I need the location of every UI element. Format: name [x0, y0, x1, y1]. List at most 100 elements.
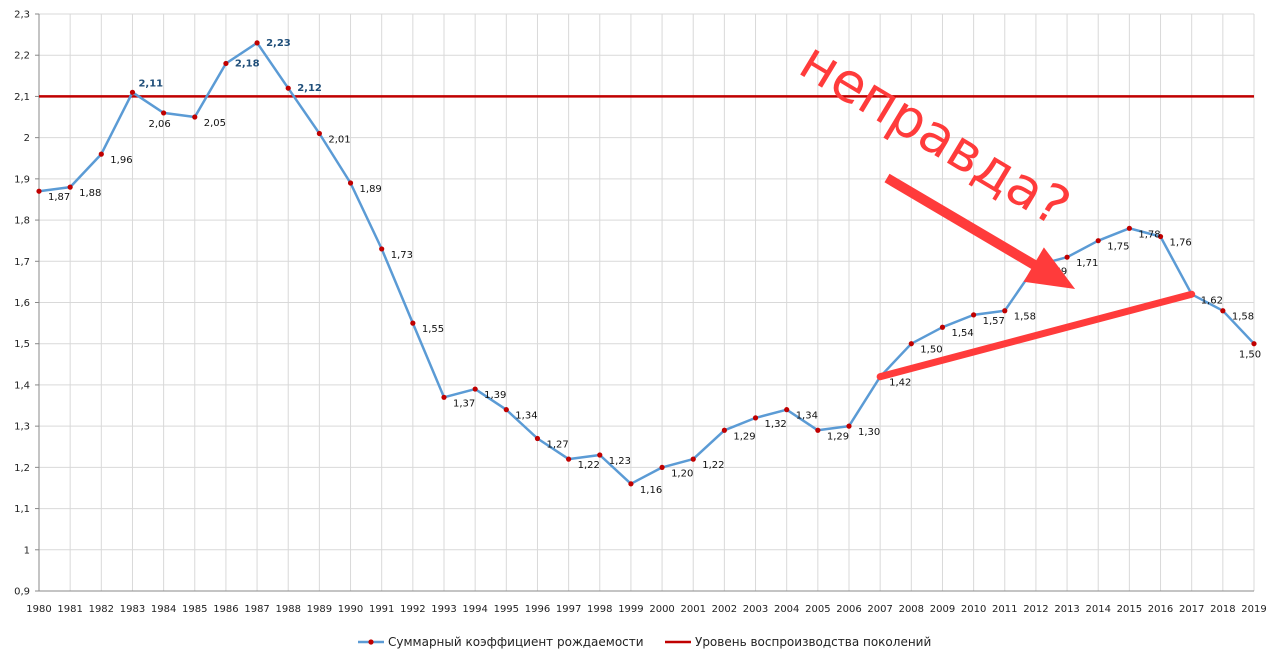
- y-axis-ticks: 0,9 1 1,1 1,2 1,3 1,4 1,5 1,6 1,7 1,8 1,9 2 2,1 2,2 2,…: [14, 10, 39, 598]
- x-tick-label: 2016: [1148, 604, 1173, 615]
- x-tick-label: 2001: [681, 604, 706, 615]
- data-label: 2,12: [297, 83, 322, 94]
- x-tick-label: 1994: [462, 604, 487, 615]
- y-tick-label: 1,8: [14, 216, 30, 227]
- x-tick-label: 1982: [89, 604, 114, 615]
- y-tick-label: 0,9: [14, 587, 30, 598]
- x-tick-label: 1993: [431, 604, 456, 615]
- data-label: 1,71: [1076, 258, 1098, 269]
- data-point: [1220, 308, 1226, 314]
- data-label: 1,89: [360, 184, 382, 195]
- data-point: [534, 435, 541, 442]
- data-label: 2,23: [266, 38, 291, 49]
- data-point: [815, 427, 821, 433]
- data-label: 2,18: [235, 58, 260, 69]
- data-point: [410, 320, 416, 326]
- legend-marker-fertility: [368, 639, 374, 645]
- data-point: [846, 423, 852, 429]
- data-point: [752, 415, 759, 421]
- data-label: 1,34: [796, 411, 818, 422]
- data-label: 1,78: [1138, 229, 1160, 240]
- data-label: 1,32: [765, 419, 787, 430]
- x-tick-label: 1981: [57, 604, 82, 615]
- x-tick-label: 1998: [587, 604, 612, 615]
- y-tick-label: 2,1: [14, 92, 30, 103]
- x-tick-label: 1986: [213, 604, 238, 615]
- x-tick-label: 1985: [182, 604, 207, 615]
- data-point: [971, 312, 977, 318]
- data-label: 1,50: [920, 345, 942, 356]
- x-tick-label: 2011: [992, 604, 1017, 615]
- trend-line: [876, 290, 1196, 381]
- x-tick-label: 2012: [1023, 604, 1048, 615]
- data-label: 1,22: [578, 460, 600, 471]
- x-tick-label: 2018: [1210, 604, 1235, 615]
- data-label: 2,05: [204, 118, 226, 129]
- x-tick-label: 1996: [525, 604, 550, 615]
- x-tick-label: 2010: [961, 604, 986, 615]
- x-tick-label: 2003: [743, 604, 768, 615]
- data-label: 1,76: [1170, 238, 1192, 249]
- data-point: [316, 130, 322, 137]
- data-label: 1,23: [609, 456, 631, 467]
- x-tick-label: 2015: [1117, 604, 1142, 615]
- x-tick-label: 2006: [836, 604, 861, 615]
- data-point: [441, 394, 447, 400]
- x-tick-label: 1991: [369, 604, 394, 615]
- y-tick-label: 1,1: [14, 504, 30, 515]
- y-tick-label: 2,2: [14, 51, 30, 62]
- data-label: 1,96: [110, 155, 132, 166]
- data-point: [1002, 308, 1008, 314]
- data-label: 1,55: [422, 324, 444, 335]
- data-point: [285, 85, 291, 91]
- data-label: 1,20: [671, 468, 693, 479]
- data-labels: 1,87 1,88 1,96 2,11 2,06 2,05 2,18 2,23 2,12 2,01…: [48, 38, 1261, 496]
- x-tick-label: 2019: [1241, 604, 1266, 615]
- data-label: 1,34: [515, 411, 537, 422]
- data-point: [659, 464, 665, 470]
- x-tick-label: 2014: [1086, 604, 1111, 615]
- x-axis-ticks: 1980 1981 1982 1983 1984 1985 1986 1987 1988 1989…: [26, 604, 1266, 615]
- data-point: [939, 324, 946, 330]
- y-tick-label: 1,7: [14, 257, 30, 268]
- data-point: [566, 456, 572, 462]
- data-point: [628, 481, 634, 487]
- data-label: 1,42: [889, 378, 911, 389]
- data-point: [1157, 233, 1164, 240]
- x-tick-label: 2007: [867, 604, 892, 615]
- data-label: 1,27: [546, 440, 568, 451]
- y-tick-label: 1,9: [14, 174, 30, 185]
- fertility-line: [38, 41, 1255, 486]
- data-label: 1,58: [1014, 312, 1036, 323]
- y-tick-label: 1,2: [14, 463, 30, 474]
- x-tick-label: 1995: [494, 604, 519, 615]
- data-label: 1,39: [484, 390, 506, 401]
- data-point: [36, 188, 42, 194]
- data-label: 1,22: [702, 460, 724, 471]
- chart-grid: [38, 13, 1255, 592]
- data-label: 1,16: [640, 485, 662, 496]
- x-tick-label: 2000: [649, 604, 674, 615]
- data-label: 2,11: [138, 78, 163, 89]
- data-label: 1,62: [1201, 295, 1223, 306]
- x-tick-label: 1990: [338, 604, 363, 615]
- y-tick-label: 1,4: [14, 380, 30, 391]
- x-tick-label: 2017: [1179, 604, 1204, 615]
- data-point: [784, 407, 790, 413]
- y-tick-label: 1: [24, 545, 30, 556]
- data-point: [721, 427, 727, 433]
- data-point: [908, 341, 914, 347]
- y-tick-label: 2: [24, 133, 30, 144]
- data-label: 1,57: [983, 316, 1005, 327]
- data-label: 1,88: [79, 188, 101, 199]
- data-point: [129, 89, 136, 95]
- y-tick-label: 1,5: [14, 339, 30, 350]
- x-tick-label: 2013: [1054, 604, 1079, 615]
- legend-label-replacement: Уровень воспроизводства поколений: [695, 635, 931, 649]
- data-label: 1,29: [827, 431, 849, 442]
- x-tick-label: 2008: [899, 604, 924, 615]
- data-label: 1,75: [1107, 242, 1129, 253]
- x-tick-label: 1988: [276, 604, 301, 615]
- fertility-series: [36, 40, 1257, 487]
- chart-legend: Суммарный коэффициент рождаемости Уровень…: [358, 635, 931, 649]
